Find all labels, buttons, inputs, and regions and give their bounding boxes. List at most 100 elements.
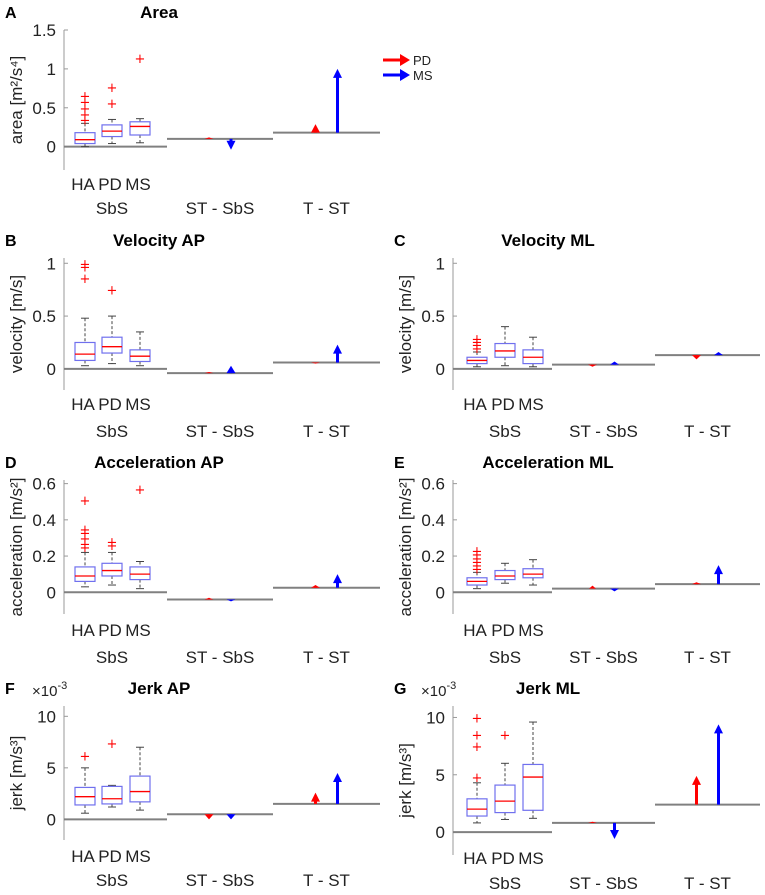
- arrow-st-pd-A-head: [204, 137, 214, 139]
- box-iqr: [522, 763, 544, 811]
- boxplot-PD-E: [494, 562, 516, 584]
- x-group-t-E: T - ST: [684, 648, 731, 667]
- x-category-HA-E: HA: [463, 621, 487, 640]
- outlier-marker: +: [135, 483, 146, 498]
- boxplot-HA-E: ++++++: [466, 545, 488, 590]
- boxplot-PD-C: [494, 326, 516, 367]
- y-tick-label-A: 0: [47, 138, 56, 157]
- x-group-t-C: T - ST: [684, 422, 731, 441]
- outlier-marker: +: [80, 523, 91, 538]
- y-tick-label-D: 0: [47, 583, 56, 602]
- x-group-st-E: ST - SbS: [569, 648, 638, 667]
- x-group-sbs-D: SbS: [96, 648, 128, 667]
- x-group-t-F: T - ST: [303, 871, 350, 890]
- arrow-t-pd-E-head: [692, 582, 701, 585]
- box-iqr: [101, 562, 123, 577]
- x-group-st-G: ST - SbS: [569, 874, 638, 893]
- box-iqr: [129, 775, 151, 803]
- outlier-marker: +: [500, 729, 511, 744]
- outlier-marker: +: [80, 494, 91, 509]
- outlier-marker: +: [80, 102, 91, 117]
- panel-letter-A: A: [5, 5, 17, 22]
- outlier-marker: +: [472, 548, 483, 563]
- x-category-PD-C: PD: [491, 395, 515, 414]
- y-axis-label-A: area [m²/s⁴]: [7, 56, 26, 145]
- arrow-st-ms-C-head: [610, 361, 619, 365]
- box-iqr: [494, 569, 516, 581]
- box-iqr: [129, 566, 151, 581]
- boxplot-PD-B: +: [101, 284, 123, 365]
- y-axis-label-E: acceleration [m/s²]: [396, 478, 415, 617]
- y-tick-label-B: 1: [47, 254, 56, 273]
- chart-title-A: Area: [140, 3, 178, 22]
- boxplot-HA-A: +++++: [74, 89, 96, 148]
- x-category-MS-G: MS: [518, 849, 544, 868]
- outlier-marker: +: [472, 335, 483, 350]
- x-category-PD-A: PD: [98, 175, 122, 194]
- outlier-marker: +: [107, 539, 118, 554]
- y-tick-label-E: 0: [436, 583, 445, 602]
- outlier-marker: +: [472, 339, 483, 354]
- arrow-t-ms-A-head: [333, 68, 342, 78]
- x-group-sbs-C: SbS: [489, 422, 521, 441]
- x-category-HA-C: HA: [463, 395, 487, 414]
- boxplot-MS-F: [129, 746, 151, 811]
- box-iqr: [494, 784, 516, 814]
- arrow-st-pd-E: [589, 585, 596, 589]
- outlier-marker: +: [472, 555, 483, 570]
- outlier-marker: +: [80, 108, 91, 123]
- y-tick-label-C: 0.5: [421, 307, 445, 326]
- x-group-sbs-A: SbS: [96, 199, 128, 218]
- x-group-st-A: ST - SbS: [186, 199, 255, 218]
- box-iqr: [74, 132, 96, 145]
- arrow-t-pd-A-head: [311, 124, 320, 133]
- panel-letter-F: F: [5, 681, 15, 698]
- arrow-t-pd-G-head: [692, 775, 701, 785]
- y-tick-label-E: 0.2: [421, 547, 445, 566]
- y-axis-label-D: acceleration [m/s²]: [7, 478, 26, 617]
- y-tick-label-G: 5: [436, 766, 445, 785]
- box-iqr: [466, 798, 488, 817]
- arrow-t-ms-D-head: [333, 574, 342, 584]
- outlier-marker: +: [472, 740, 483, 755]
- y-axis-label-F: jerk [m/s³]: [7, 736, 26, 812]
- outlier-marker: +: [80, 541, 91, 556]
- y-tick-label-A: 1.5: [32, 21, 56, 40]
- outlier-marker: +: [472, 563, 483, 578]
- arrow-t-ms-C-head: [714, 351, 723, 356]
- chart-title-D: Acceleration AP: [94, 453, 224, 472]
- x-group-t-D: T - ST: [303, 648, 350, 667]
- outlier-marker: +: [135, 52, 146, 67]
- x-group-t-B: T - ST: [303, 422, 350, 441]
- x-category-PD-F: PD: [98, 847, 122, 866]
- legend-ms-label: MS: [413, 68, 433, 83]
- boxplot-PD-D: ++: [101, 536, 123, 586]
- box-iqr: [101, 336, 123, 354]
- panel-C: C Velocity ML 0 0.5 1 velocity [m/s] ++++ HA PD M…: [394, 231, 760, 441]
- outlier-marker: +: [472, 342, 483, 357]
- chart-title-B: Velocity AP: [113, 231, 205, 250]
- arrow-st-pd-B-head: [204, 372, 214, 374]
- outlier-marker: +: [472, 711, 483, 726]
- arrow-st-pd-F-head: [204, 814, 214, 820]
- boxplot-MS-G: [522, 721, 544, 819]
- sci-exponent-G: -3: [446, 680, 456, 692]
- arrow-st-ms-B-head: [226, 365, 236, 374]
- arrow-t-pd-F-head: [311, 792, 320, 802]
- panel-letter-D: D: [5, 455, 17, 472]
- boxplot-HA-B: +++: [74, 257, 96, 367]
- arrow-t-ms-G-head: [714, 724, 723, 734]
- x-category-PD-B: PD: [98, 395, 122, 414]
- boxplot-MS-D: +: [129, 483, 151, 590]
- y-tick-label-F: 5: [47, 759, 56, 778]
- box-iqr: [129, 121, 151, 136]
- y-tick-label-C: 1: [436, 254, 445, 273]
- panel-D: D Acceleration AP 0 0.2 0.4 0.6 acceleration […: [5, 453, 380, 667]
- outlier-marker: +: [80, 89, 91, 104]
- x-category-MS-F: MS: [125, 847, 151, 866]
- boxplot-MS-C: [522, 336, 544, 368]
- outlier-marker: +: [80, 532, 91, 547]
- boxplot-MS-A: +: [129, 52, 151, 144]
